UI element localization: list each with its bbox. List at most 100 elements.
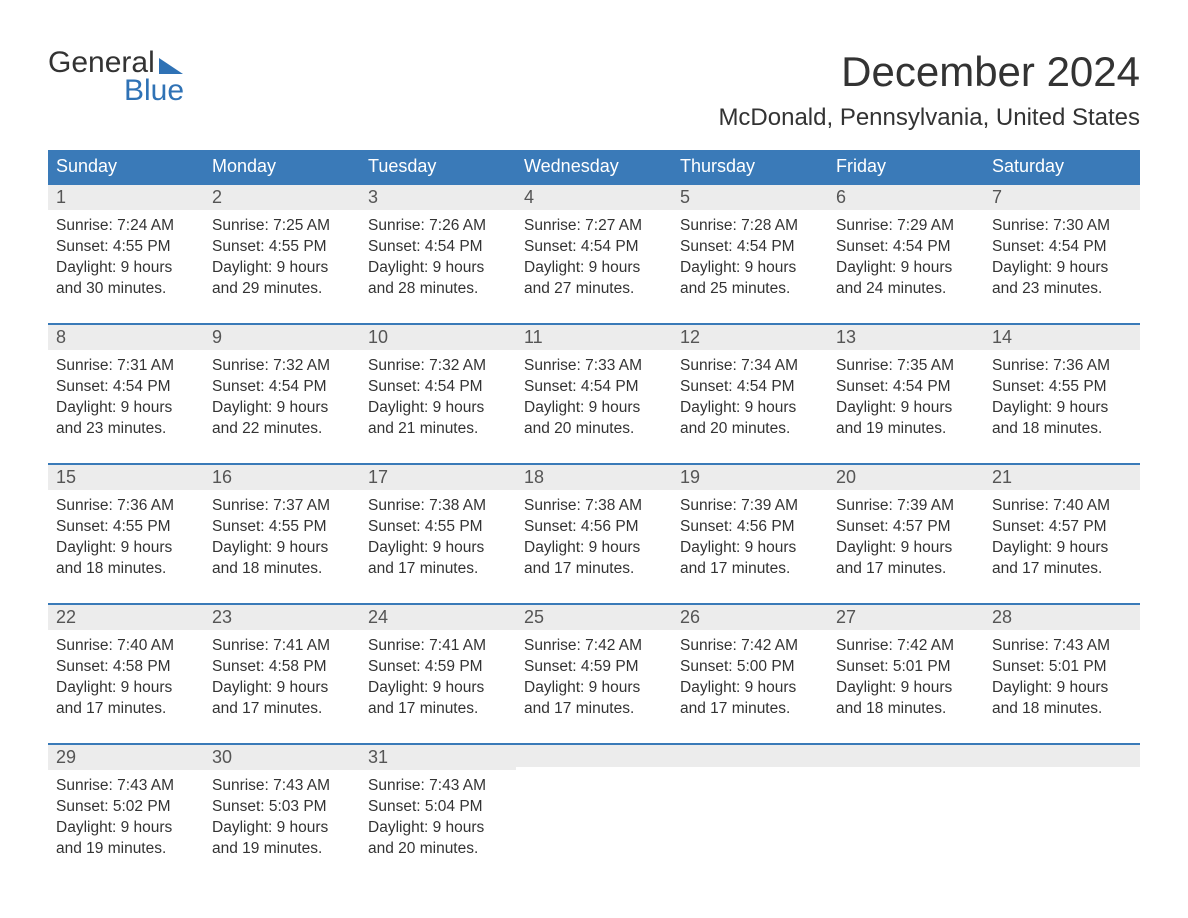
date-number: 1 [48,183,204,210]
date-number: 18 [516,463,672,490]
daylight-text-2: and 29 minutes. [212,279,352,300]
daylight-text-2: and 18 minutes. [992,419,1132,440]
day-details: Sunrise: 7:43 AMSunset: 5:03 PMDaylight:… [204,770,360,860]
day-details: Sunrise: 7:24 AMSunset: 4:55 PMDaylight:… [48,210,204,300]
sunrise-text: Sunrise: 7:26 AM [368,216,508,237]
sunset-text: Sunset: 4:55 PM [212,517,352,538]
daylight-text-2: and 17 minutes. [368,699,508,720]
sunrise-text: Sunrise: 7:38 AM [524,496,664,517]
date-number: 12 [672,323,828,350]
daylight-text-1: Daylight: 9 hours [56,258,196,279]
sunset-text: Sunset: 4:54 PM [836,237,976,258]
calendar-week-row: 29Sunrise: 7:43 AMSunset: 5:02 PMDayligh… [48,743,1140,883]
sunset-text: Sunset: 4:54 PM [56,377,196,398]
sunset-text: Sunset: 4:59 PM [368,657,508,678]
weekday-header: Wednesday [516,150,672,183]
calendar-cell: 13Sunrise: 7:35 AMSunset: 4:54 PMDayligh… [828,323,984,463]
day-details: Sunrise: 7:28 AMSunset: 4:54 PMDaylight:… [672,210,828,300]
calendar-cell [828,743,984,883]
calendar-week-row: 15Sunrise: 7:36 AMSunset: 4:55 PMDayligh… [48,463,1140,603]
calendar-cell [672,743,828,883]
calendar-cell: 28Sunrise: 7:43 AMSunset: 5:01 PMDayligh… [984,603,1140,743]
day-details: Sunrise: 7:32 AMSunset: 4:54 PMDaylight:… [204,350,360,440]
daylight-text-2: and 17 minutes. [524,699,664,720]
date-number: 15 [48,463,204,490]
sunset-text: Sunset: 4:54 PM [368,377,508,398]
weekday-header: Tuesday [360,150,516,183]
day-details: Sunrise: 7:37 AMSunset: 4:55 PMDaylight:… [204,490,360,580]
calendar-cell: 5Sunrise: 7:28 AMSunset: 4:54 PMDaylight… [672,183,828,323]
calendar-cell: 1Sunrise: 7:24 AMSunset: 4:55 PMDaylight… [48,183,204,323]
day-details: Sunrise: 7:36 AMSunset: 4:55 PMDaylight:… [48,490,204,580]
daylight-text-2: and 17 minutes. [836,559,976,580]
daylight-text-1: Daylight: 9 hours [56,538,196,559]
sunrise-text: Sunrise: 7:30 AM [992,216,1132,237]
calendar-week-row: 1Sunrise: 7:24 AMSunset: 4:55 PMDaylight… [48,183,1140,323]
daylight-text-1: Daylight: 9 hours [992,538,1132,559]
daylight-text-1: Daylight: 9 hours [212,538,352,559]
calendar-cell: 30Sunrise: 7:43 AMSunset: 5:03 PMDayligh… [204,743,360,883]
sunset-text: Sunset: 4:54 PM [680,377,820,398]
sunset-text: Sunset: 5:02 PM [56,797,196,818]
calendar-cell: 7Sunrise: 7:30 AMSunset: 4:54 PMDaylight… [984,183,1140,323]
date-number: 2 [204,183,360,210]
sunrise-text: Sunrise: 7:41 AM [212,636,352,657]
calendar-cell: 29Sunrise: 7:43 AMSunset: 5:02 PMDayligh… [48,743,204,883]
date-number: 29 [48,743,204,770]
day-details: Sunrise: 7:35 AMSunset: 4:54 PMDaylight:… [828,350,984,440]
calendar-cell: 31Sunrise: 7:43 AMSunset: 5:04 PMDayligh… [360,743,516,883]
daylight-text-1: Daylight: 9 hours [992,398,1132,419]
daylight-text-2: and 27 minutes. [524,279,664,300]
date-number: 14 [984,323,1140,350]
calendar-cell: 15Sunrise: 7:36 AMSunset: 4:55 PMDayligh… [48,463,204,603]
header: General Blue December 2024 McDonald, Pen… [48,48,1140,132]
sunset-text: Sunset: 4:56 PM [524,517,664,538]
calendar-cell: 2Sunrise: 7:25 AMSunset: 4:55 PMDaylight… [204,183,360,323]
daylight-text-2: and 17 minutes. [212,699,352,720]
sunrise-text: Sunrise: 7:33 AM [524,356,664,377]
day-details: Sunrise: 7:38 AMSunset: 4:55 PMDaylight:… [360,490,516,580]
daylight-text-1: Daylight: 9 hours [212,398,352,419]
day-details: Sunrise: 7:42 AMSunset: 5:01 PMDaylight:… [828,630,984,720]
sunset-text: Sunset: 4:57 PM [992,517,1132,538]
day-details: Sunrise: 7:43 AMSunset: 5:04 PMDaylight:… [360,770,516,860]
daylight-text-1: Daylight: 9 hours [680,398,820,419]
weekday-header-row: Sunday Monday Tuesday Wednesday Thursday… [48,150,1140,183]
daylight-text-1: Daylight: 9 hours [368,818,508,839]
sunrise-text: Sunrise: 7:32 AM [368,356,508,377]
day-details: Sunrise: 7:29 AMSunset: 4:54 PMDaylight:… [828,210,984,300]
calendar-cell: 26Sunrise: 7:42 AMSunset: 5:00 PMDayligh… [672,603,828,743]
daylight-text-2: and 17 minutes. [992,559,1132,580]
day-details: Sunrise: 7:38 AMSunset: 4:56 PMDaylight:… [516,490,672,580]
daylight-text-2: and 23 minutes. [56,419,196,440]
empty-date-band [828,743,984,767]
daylight-text-2: and 30 minutes. [56,279,196,300]
day-details: Sunrise: 7:42 AMSunset: 4:59 PMDaylight:… [516,630,672,720]
sunset-text: Sunset: 4:56 PM [680,517,820,538]
sunset-text: Sunset: 4:55 PM [992,377,1132,398]
sunset-text: Sunset: 4:54 PM [836,377,976,398]
date-number: 22 [48,603,204,630]
sunset-text: Sunset: 5:01 PM [836,657,976,678]
calendar-cell: 23Sunrise: 7:41 AMSunset: 4:58 PMDayligh… [204,603,360,743]
date-number: 6 [828,183,984,210]
sunrise-text: Sunrise: 7:42 AM [524,636,664,657]
sunrise-text: Sunrise: 7:39 AM [680,496,820,517]
daylight-text-1: Daylight: 9 hours [836,678,976,699]
daylight-text-1: Daylight: 9 hours [368,398,508,419]
daylight-text-2: and 20 minutes. [368,839,508,860]
sunrise-text: Sunrise: 7:42 AM [836,636,976,657]
calendar-cell: 25Sunrise: 7:42 AMSunset: 4:59 PMDayligh… [516,603,672,743]
daylight-text-1: Daylight: 9 hours [212,678,352,699]
sunrise-text: Sunrise: 7:42 AM [680,636,820,657]
date-number: 8 [48,323,204,350]
day-details: Sunrise: 7:27 AMSunset: 4:54 PMDaylight:… [516,210,672,300]
date-number: 11 [516,323,672,350]
date-number: 27 [828,603,984,630]
daylight-text-2: and 17 minutes. [56,699,196,720]
date-number: 25 [516,603,672,630]
sunset-text: Sunset: 4:55 PM [56,517,196,538]
sunset-text: Sunset: 5:00 PM [680,657,820,678]
daylight-text-2: and 20 minutes. [524,419,664,440]
calendar-cell: 22Sunrise: 7:40 AMSunset: 4:58 PMDayligh… [48,603,204,743]
